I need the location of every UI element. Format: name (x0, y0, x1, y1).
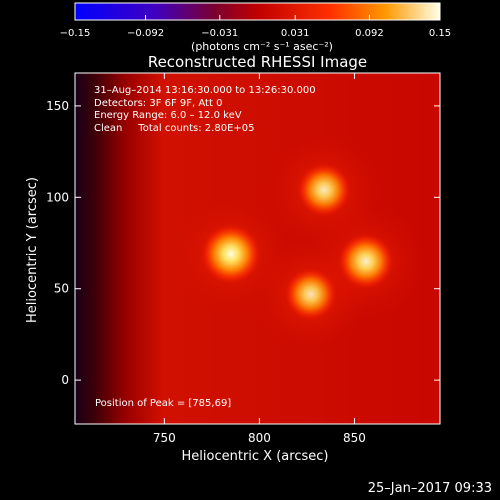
chart-title: Reconstructed RHESSI Image (147, 53, 368, 71)
colorbar-gradient (74, 2, 441, 21)
emission-source (337, 232, 395, 290)
y-tick-label: 100 (46, 190, 69, 204)
plot-frame (74, 72, 441, 425)
peak-position-label: Position of Peak = [785,69] (95, 398, 232, 409)
x-axis: 750 800 850 (153, 73, 366, 445)
colorbar: −0.15 −0.092 −0.031 0.031 0.092 0.15 (photons… (60, 2, 451, 53)
colorbar-ticks: −0.15 −0.092 −0.031 0.031 0.092 0.15 (60, 15, 451, 39)
annotation-detectors: Detectors: 3F 6F 9F, Att 0 (94, 97, 223, 109)
y-axis-label: Heliocentric Y (arcsec) (25, 177, 40, 323)
colorbar-tick-label: −0.092 (127, 28, 164, 39)
annotation-method: Clean Total counts: 2.80E+05 (94, 123, 316, 136)
emission-source (284, 267, 338, 321)
x-axis-label: Heliocentric X (arcsec) (182, 449, 329, 464)
y-tick-label: 50 (54, 282, 69, 296)
colorbar-tick-label: 0.15 (429, 28, 451, 39)
annotation-total-counts: Total counts: 2.80E+05 (138, 122, 255, 134)
x-tick-label: 850 (343, 431, 366, 445)
colorbar-tick-label: −0.15 (60, 28, 91, 39)
x-tick-label: 750 (153, 431, 176, 445)
colorbar-tick-label: −0.031 (201, 28, 238, 39)
colorbar-tick-label: 0.031 (281, 28, 310, 39)
emission-source (200, 223, 262, 285)
annotation-clean: Clean (94, 122, 123, 134)
annotation-time-range: 31–Aug–2014 13:16:30.000 to 13:26:30.000 (94, 85, 316, 96)
y-tick-label: 0 (61, 373, 69, 387)
x-tick-label: 800 (248, 431, 271, 445)
colorbar-tick-label: 0.092 (355, 28, 384, 39)
annotation-block: 31–Aug–2014 13:16:30.000 to 13:26:30.000… (94, 85, 316, 135)
y-axis: 0 50 100 150 (46, 99, 440, 387)
y-tick-label: 150 (46, 99, 69, 113)
footer-timestamp: 25–Jan–2017 09:33 (367, 481, 492, 496)
emission-source (296, 162, 352, 218)
annotation-energy-range: Energy Range: 6.0 – 12.0 keV (94, 110, 242, 121)
source-layer (200, 162, 395, 321)
colorbar-unit-label: (photons cm⁻² s⁻¹ asec⁻²) (191, 40, 333, 53)
